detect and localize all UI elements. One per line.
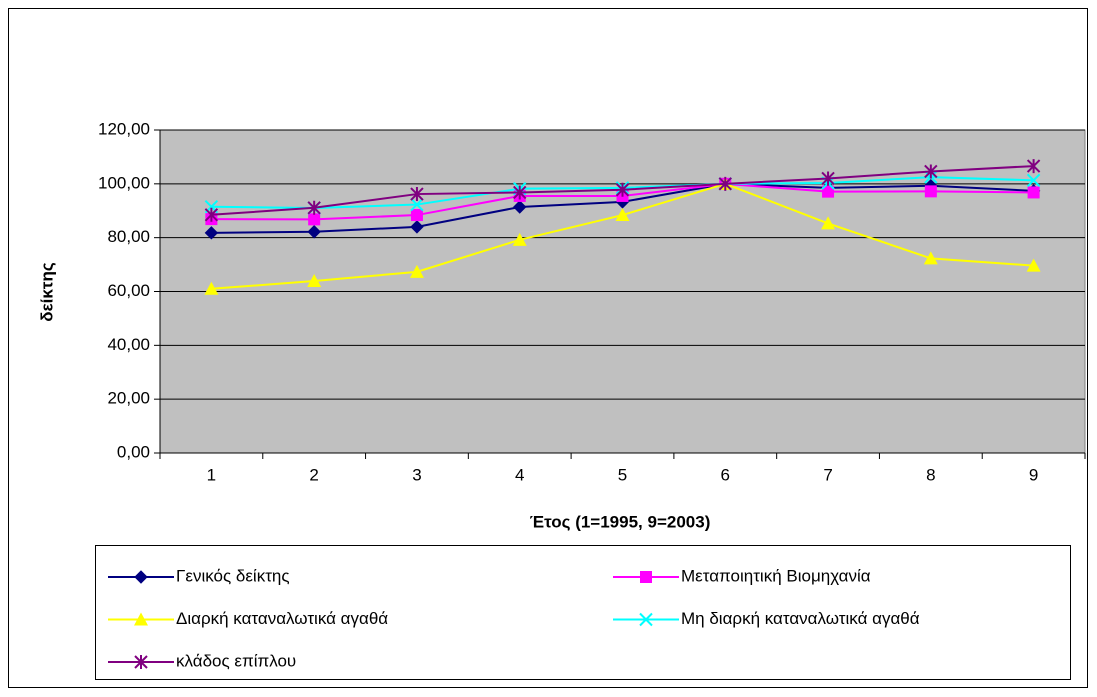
- x-tick-label: 1: [207, 465, 216, 484]
- x-tick-label: 5: [618, 465, 627, 484]
- data-point: [307, 200, 321, 215]
- y-tick-label: 100,00: [98, 173, 150, 192]
- legend-marker: [134, 655, 148, 669]
- data-point: [1026, 173, 1041, 188]
- data-point: [307, 274, 322, 288]
- data-point: [513, 185, 527, 200]
- data-point: [512, 232, 527, 246]
- legend-marker: [640, 571, 652, 583]
- y-tick-label: 0,00: [117, 442, 150, 461]
- legend-label: Διαρκή καταναλωτικά αγαθά: [176, 609, 388, 628]
- data-point: [718, 176, 732, 191]
- y-axis-label: δείκτης: [37, 262, 56, 322]
- x-tick-label: 9: [1029, 465, 1038, 484]
- legend-marker: [639, 612, 653, 627]
- data-point: [924, 164, 938, 179]
- data-point: [821, 216, 836, 230]
- x-tick-label: 4: [515, 465, 524, 484]
- y-tick-label: 20,00: [107, 389, 150, 408]
- data-point: [204, 226, 219, 240]
- x-axis-label: Έτος (1=1995, 9=2003): [530, 512, 711, 531]
- data-point: [204, 207, 219, 222]
- data-point: [1027, 186, 1040, 199]
- data-point: [204, 281, 219, 295]
- legend-label: κλάδος επίπλου: [176, 651, 296, 670]
- data-point: [821, 171, 835, 186]
- y-tick-label: 120,00: [98, 119, 150, 138]
- y-tick-label: 40,00: [107, 335, 150, 354]
- x-tick-label: 2: [309, 465, 318, 484]
- data-point: [615, 208, 630, 222]
- data-point: [308, 213, 321, 226]
- legend-marker: [134, 570, 148, 584]
- data-point: [307, 225, 321, 239]
- data-point: [924, 185, 937, 198]
- data-point: [1026, 159, 1041, 174]
- data-point: [410, 187, 424, 202]
- x-tick-label: 8: [926, 465, 935, 484]
- x-tick-label: 6: [721, 465, 730, 484]
- legend-label: Γενικός δείκτης: [176, 566, 290, 585]
- legend-label: Μη διαρκή καταναλωτικά αγαθά: [681, 609, 920, 628]
- data-point: [1026, 258, 1041, 272]
- data-point: [410, 209, 423, 222]
- data-point: [410, 220, 424, 234]
- x-tick-label: 3: [412, 465, 421, 484]
- data-point: [513, 200, 527, 214]
- y-tick-label: 60,00: [107, 281, 150, 300]
- data-point: [822, 185, 835, 198]
- data-point: [409, 264, 424, 278]
- data-point: [923, 251, 938, 265]
- legend: [95, 545, 1071, 680]
- legend-label: Μεταποιητική Βιομηχανία: [681, 566, 871, 585]
- legend-marker: [134, 612, 148, 626]
- x-tick-label: 7: [823, 465, 832, 484]
- y-tick-label: 80,00: [107, 227, 150, 246]
- data-point: [615, 182, 630, 197]
- data-point: [410, 197, 424, 212]
